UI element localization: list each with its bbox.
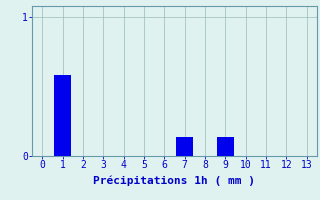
X-axis label: Précipitations 1h ( mm ): Précipitations 1h ( mm ): [93, 176, 255, 186]
Bar: [217, 137, 234, 156]
Bar: [54, 75, 71, 156]
Bar: [176, 137, 193, 156]
